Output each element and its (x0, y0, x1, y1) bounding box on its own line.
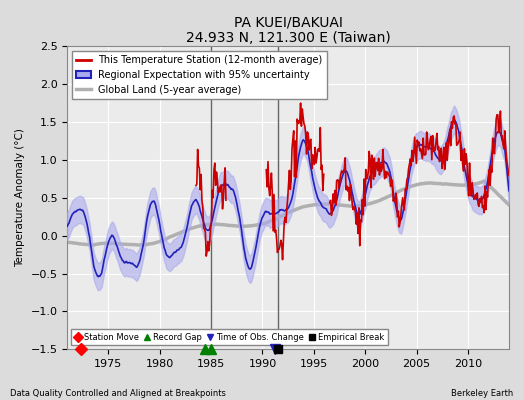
Text: Berkeley Earth: Berkeley Earth (451, 389, 514, 398)
Title: PA KUEI/BAKUAI
24.933 N, 121.300 E (Taiwan): PA KUEI/BAKUAI 24.933 N, 121.300 E (Taiw… (186, 15, 390, 45)
Y-axis label: Temperature Anomaly (°C): Temperature Anomaly (°C) (15, 128, 25, 267)
Legend: Station Move, Record Gap, Time of Obs. Change, Empirical Break: Station Move, Record Gap, Time of Obs. C… (71, 330, 388, 345)
Text: Data Quality Controlled and Aligned at Breakpoints: Data Quality Controlled and Aligned at B… (10, 389, 226, 398)
